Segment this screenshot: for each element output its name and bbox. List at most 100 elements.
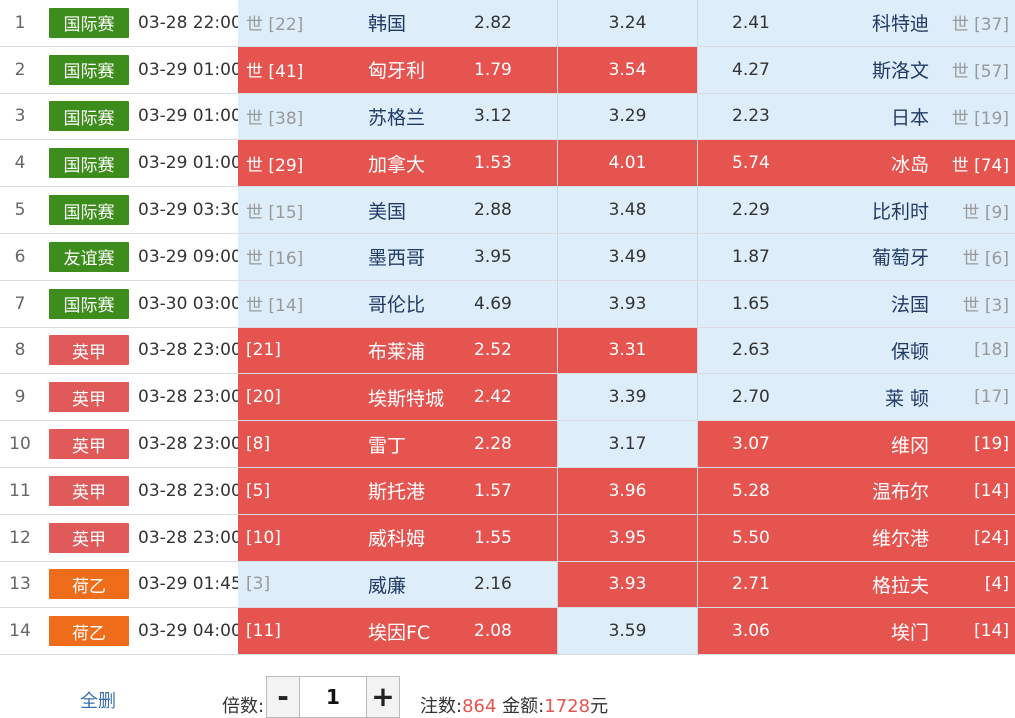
- home-win-option[interactable]: [5] 斯托港 1.57: [238, 467, 558, 514]
- increase-multiplier-button[interactable]: +: [366, 677, 399, 717]
- away-rank: 世 [6]: [962, 249, 1009, 270]
- away-win-option[interactable]: 2.70 莱 顿 [17]: [698, 374, 1015, 421]
- match-time: 03-28 23:00: [138, 340, 242, 361]
- home-odd: 1.55: [474, 527, 512, 548]
- match-time: 03-29 01:00: [138, 106, 242, 127]
- draw-option[interactable]: 3.96: [558, 467, 698, 514]
- away-win-option[interactable]: 3.07 维冈 [19]: [698, 421, 1015, 467]
- home-odd: 2.88: [474, 200, 512, 221]
- league-cell: 国际赛: [40, 0, 138, 46]
- home-team: 布莱浦: [368, 340, 426, 363]
- league-cell: 荷乙: [40, 608, 138, 654]
- draw-option[interactable]: 3.59: [558, 608, 698, 655]
- home-win-option[interactable]: 世 [22] 韩国 2.82: [238, 0, 558, 46]
- home-win-option[interactable]: 世 [14] 哥伦比 4.69: [238, 280, 558, 327]
- league-tag: 英甲: [49, 335, 129, 366]
- draw-odd: 3.96: [608, 480, 647, 501]
- match-number: 13: [9, 574, 31, 595]
- league-cell: 英甲: [40, 374, 138, 420]
- match-number: 10: [9, 434, 31, 455]
- home-win-option[interactable]: 世 [29] 加拿大 1.53: [238, 140, 558, 187]
- draw-option[interactable]: 3.39: [558, 374, 698, 421]
- away-win-option[interactable]: 5.50 维尔港 [24]: [698, 514, 1015, 561]
- multiplier-input[interactable]: [300, 677, 366, 717]
- away-win-option[interactable]: 2.41 科特迪 世 [37]: [698, 0, 1015, 46]
- home-win-option[interactable]: 世 [16] 墨西哥 3.95: [238, 233, 558, 280]
- draw-option[interactable]: 3.54: [558, 46, 698, 93]
- home-odd: 2.82: [474, 12, 512, 33]
- match-time: 03-30 03:00: [138, 293, 242, 314]
- home-odd: 2.08: [474, 621, 512, 642]
- home-team: 埃因FC: [368, 621, 431, 644]
- draw-odd: 3.29: [608, 106, 647, 127]
- away-win-option[interactable]: 2.63 保顿 [18]: [698, 327, 1015, 374]
- home-win-option[interactable]: 世 [38] 苏格兰 3.12: [238, 93, 558, 140]
- home-rank: 世 [14]: [246, 296, 304, 317]
- league-tag: 国际赛: [49, 7, 129, 38]
- match-list: 1 国际赛 03-28 22:00 世 [22] 韩国 2.82 3.24 2.41 科特迪世 …: [0, 0, 1015, 656]
- away-odd: 2.70: [732, 387, 770, 408]
- home-rank: [10]: [246, 527, 281, 548]
- draw-option[interactable]: 3.31: [558, 327, 698, 374]
- match-time: 03-28 23:00: [138, 480, 242, 501]
- home-win-option[interactable]: [8] 雷丁 2.28: [238, 421, 558, 467]
- match-number: 1: [14, 12, 26, 33]
- draw-option[interactable]: 3.24: [558, 0, 698, 46]
- home-rank: 世 [22]: [246, 15, 304, 36]
- home-win-option[interactable]: [10] 威科姆 1.55: [238, 514, 558, 561]
- away-odd: 2.71: [732, 574, 770, 595]
- away-win-option[interactable]: 5.74 冰岛 世 [74]: [698, 140, 1015, 187]
- away-rank: [14]: [974, 621, 1009, 642]
- league-tag: 英甲: [49, 522, 129, 553]
- home-win-option[interactable]: 世 [15] 美国 2.88: [238, 187, 558, 233]
- away-win-option[interactable]: 2.23 日本 世 [19]: [698, 93, 1015, 140]
- away-rank: 世 [57]: [951, 62, 1009, 83]
- away-win-option[interactable]: 1.65 法国 世 [3]: [698, 280, 1015, 327]
- home-win-option[interactable]: 世 [41] 匈牙利 1.79: [238, 46, 558, 93]
- draw-option[interactable]: 3.48: [558, 187, 698, 233]
- away-team: 法国: [890, 294, 929, 317]
- away-win-option[interactable]: 2.29 比利时 世 [9]: [698, 187, 1015, 233]
- home-win-option[interactable]: [3] 威廉 2.16: [238, 561, 558, 608]
- draw-option[interactable]: 4.01: [558, 140, 698, 187]
- draw-option[interactable]: 3.93: [558, 280, 698, 327]
- draw-option[interactable]: 3.29: [558, 93, 698, 140]
- away-rank: [18]: [974, 340, 1009, 361]
- home-team: 墨西哥: [368, 247, 426, 270]
- home-rank: 世 [38]: [246, 108, 304, 129]
- draw-option[interactable]: 3.17: [558, 421, 698, 467]
- match-row: 4 国际赛 03-29 01:00 世 [29] 加拿大 1.53 4.01 5.74 冰岛 世 …: [0, 140, 1015, 188]
- home-win-option[interactable]: [21] 布莱浦 2.52: [238, 327, 558, 374]
- match-number: 4: [14, 153, 26, 174]
- match-number: 14: [9, 621, 31, 642]
- home-odd: 2.52: [474, 340, 512, 361]
- draw-odd: 3.24: [608, 12, 647, 33]
- home-team: 雷丁: [368, 434, 407, 457]
- home-win-option[interactable]: [11] 埃因FC 2.08: [238, 608, 558, 655]
- match-time: 03-29 01:45: [138, 574, 242, 595]
- decrease-multiplier-button[interactable]: -: [267, 677, 300, 717]
- draw-odd: 3.39: [608, 387, 647, 408]
- home-win-option[interactable]: [20] 埃斯特城 2.42: [238, 374, 558, 421]
- draw-option[interactable]: 3.49: [558, 233, 698, 280]
- away-team: 冰岛: [890, 153, 929, 176]
- home-team: 苏格兰: [368, 106, 426, 129]
- draw-odd: 3.95: [608, 527, 647, 548]
- away-rank: 世 [19]: [951, 108, 1009, 129]
- match-time: 03-28 22:00: [138, 12, 242, 33]
- draw-odd: 3.59: [608, 621, 647, 642]
- match-time: 03-28 23:00: [138, 387, 242, 408]
- clear-all-link[interactable]: 全删: [80, 691, 116, 712]
- away-team: 温布尔: [871, 481, 929, 504]
- draw-option[interactable]: 3.95: [558, 514, 698, 561]
- draw-option[interactable]: 3.93: [558, 561, 698, 608]
- away-win-option[interactable]: 4.27 斯洛文 世 [57]: [698, 46, 1015, 93]
- away-win-option[interactable]: 2.71 格拉夫 [4]: [698, 561, 1015, 608]
- away-win-option[interactable]: 1.87 葡萄牙 世 [6]: [698, 233, 1015, 280]
- match-time: 03-28 23:00: [138, 434, 242, 455]
- away-win-option[interactable]: 3.06 埃门 [14]: [698, 608, 1015, 655]
- away-win-option[interactable]: 5.28 温布尔 [14]: [698, 467, 1015, 514]
- draw-odd: 4.01: [608, 153, 647, 174]
- draw-odd: 3.93: [608, 574, 647, 595]
- home-rank: [5]: [246, 480, 271, 501]
